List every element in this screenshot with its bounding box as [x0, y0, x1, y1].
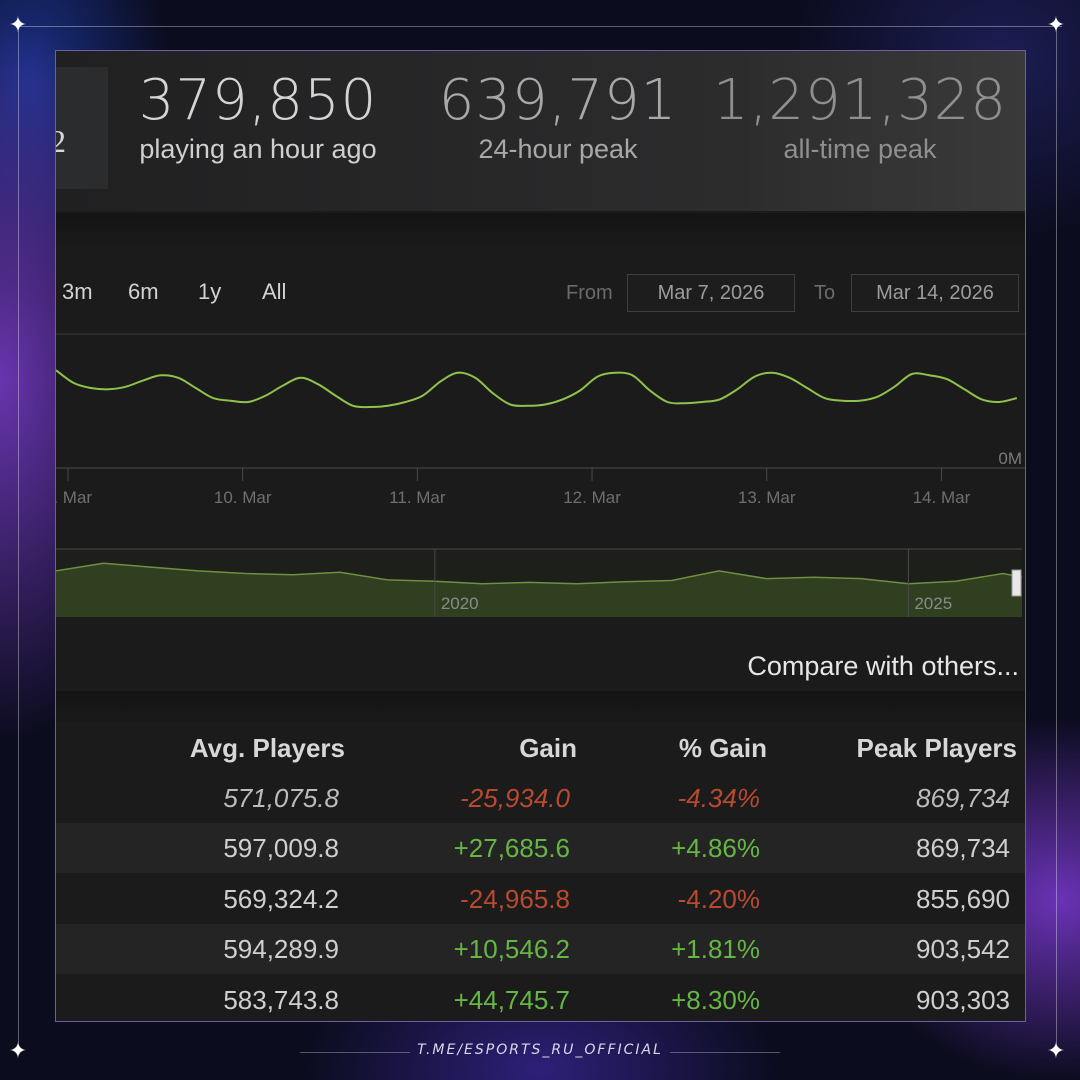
x-tick-label: 10. Mar — [214, 488, 272, 507]
corner-star-icon: ✦ — [8, 1039, 28, 1064]
alltime-peak-value: 1,291,328 — [712, 68, 1007, 133]
navigator-chart[interactable]: 2020 2025 — [56, 548, 1023, 617]
gain-cell: +27,685.6 — [453, 833, 570, 863]
pct-gain-cell: +1.81% — [671, 934, 760, 964]
game-icon: 2 — [56, 67, 108, 189]
compare-with-others-link[interactable]: Compare with others... — [747, 651, 1019, 681]
corner-star-icon: ✦ — [8, 13, 28, 38]
frame-line-top — [18, 26, 1062, 27]
corner-star-icon: ✦ — [1046, 1039, 1066, 1064]
navigator-area — [56, 563, 1022, 617]
table-row: 594,289.9 +10,546.2 +1.81% 903,542 — [56, 924, 1025, 974]
stats-header: 2 379,850 playing an hour ago 639,791 24… — [56, 51, 1025, 211]
header-separator — [56, 213, 1025, 249]
pct-gain-cell: -4.20% — [677, 884, 760, 914]
avg-players-cell: 597,009.8 — [223, 833, 339, 863]
navigator-year-ticks: 2020 2025 — [434, 549, 952, 617]
frame-line-right — [1056, 26, 1057, 1054]
footer-line-left — [300, 1052, 410, 1053]
x-tick-label: 11. Mar — [389, 488, 446, 507]
x-tick-label: 12. Mar — [563, 488, 621, 507]
stat-current-players: 379,850 playing an hour ago — [108, 69, 408, 165]
current-players-label: playing an hour ago — [139, 134, 377, 164]
game-icon-glyph: 2 — [56, 123, 66, 160]
table-row: 571,075.8 -25,934.0 -4.34% 869,734 — [56, 773, 1025, 823]
avg-players-cell: 583,743.8 — [223, 985, 339, 1015]
table-row: 583,743.8 +44,745.7 +8.30% 903,303 — [56, 975, 1025, 1021]
gain-cell: +44,745.7 — [453, 985, 570, 1015]
navigator-line — [56, 562, 1023, 585]
peak-players-cell: 869,734 — [916, 833, 1010, 863]
navigator-handle[interactable] — [1011, 569, 1022, 597]
footer-channel-handle: T.ME/ESPORTS_RU_OFFICIAL — [417, 1042, 663, 1058]
table-row: 597,009.8 +27,685.6 +4.86% 869,734 — [56, 823, 1025, 873]
pct-gain-cell: -4.34% — [677, 783, 760, 813]
range-all-button[interactable]: All — [262, 279, 287, 304]
player-stats-panel: 2 379,850 playing an hour ago 639,791 24… — [55, 50, 1026, 1022]
x-tick-labels: 9. Mar 10. Mar 11. Mar 12. Mar 13. Mar 14. Ma… — [56, 488, 971, 507]
avg-players-cell: 569,324.2 — [223, 884, 339, 914]
player-count-chart[interactable]: 0M 9. Mar 10. Mar 11. Mar 12. Mar 13. Mar 14.… — [56, 321, 1026, 621]
range-6m-button[interactable]: 6m — [128, 279, 159, 304]
header-avg-players[interactable]: Avg. Players — [189, 733, 345, 763]
x-tick-label: 9. Mar — [56, 488, 92, 507]
gain-cell: -24,965.8 — [460, 884, 570, 914]
avg-players-cell: 571,075.8 — [223, 783, 339, 813]
range-1y-button[interactable]: 1y — [198, 279, 222, 304]
to-label: To — [814, 282, 836, 304]
header-gain[interactable]: Gain — [519, 733, 577, 763]
from-label: From — [566, 282, 613, 304]
navigator-year-label: 2020 — [441, 594, 479, 613]
y-tick-label: 0M — [998, 449, 1022, 468]
footer-line-right — [670, 1052, 780, 1053]
gain-cell: +10,546.2 — [453, 934, 570, 964]
peak-players-cell: 903,542 — [916, 934, 1010, 964]
x-gridlines — [67, 468, 942, 481]
pct-gain-cell: +4.86% — [671, 833, 760, 863]
to-date-input[interactable]: Mar 14, 2026 — [851, 274, 1019, 312]
peak-24h-label: 24-hour peak — [478, 134, 638, 164]
corner-star-icon: ✦ — [1046, 13, 1066, 38]
peak-players-cell: 869,734 — [916, 783, 1010, 813]
pct-gain-cell: +8.30% — [671, 985, 760, 1015]
header-peak-players[interactable]: Peak Players — [856, 733, 1017, 763]
peak-players-cell: 903,303 — [916, 985, 1010, 1015]
range-3m-button[interactable]: 3m — [62, 279, 93, 304]
navigator-year-label: 2025 — [914, 594, 952, 613]
gain-cell: -25,934.0 — [460, 783, 570, 813]
x-tick-label: 14. Mar — [913, 488, 971, 507]
table-separator — [56, 691, 1025, 723]
header-pct-gain[interactable]: % Gain — [678, 733, 767, 763]
peak-players-cell: 855,690 — [916, 884, 1010, 914]
stat-alltime-peak: 1,291,328 all-time peak — [710, 69, 1010, 165]
alltime-peak-label: all-time peak — [783, 134, 937, 164]
stat-24h-peak: 639,791 24-hour peak — [408, 69, 708, 165]
table-row: 569,324.2 -24,965.8 -4.20% 855,690 — [56, 874, 1025, 924]
frame-line-left — [18, 26, 19, 1054]
series-line-players — [56, 369, 1018, 409]
peak-24h-value: 639,791 — [438, 68, 678, 133]
x-tick-label: 13. Mar — [738, 488, 796, 507]
current-players-value: 379,850 — [138, 68, 378, 133]
avg-players-cell: 594,289.9 — [223, 934, 339, 964]
from-date-input[interactable]: Mar 7, 2026 — [627, 274, 795, 312]
